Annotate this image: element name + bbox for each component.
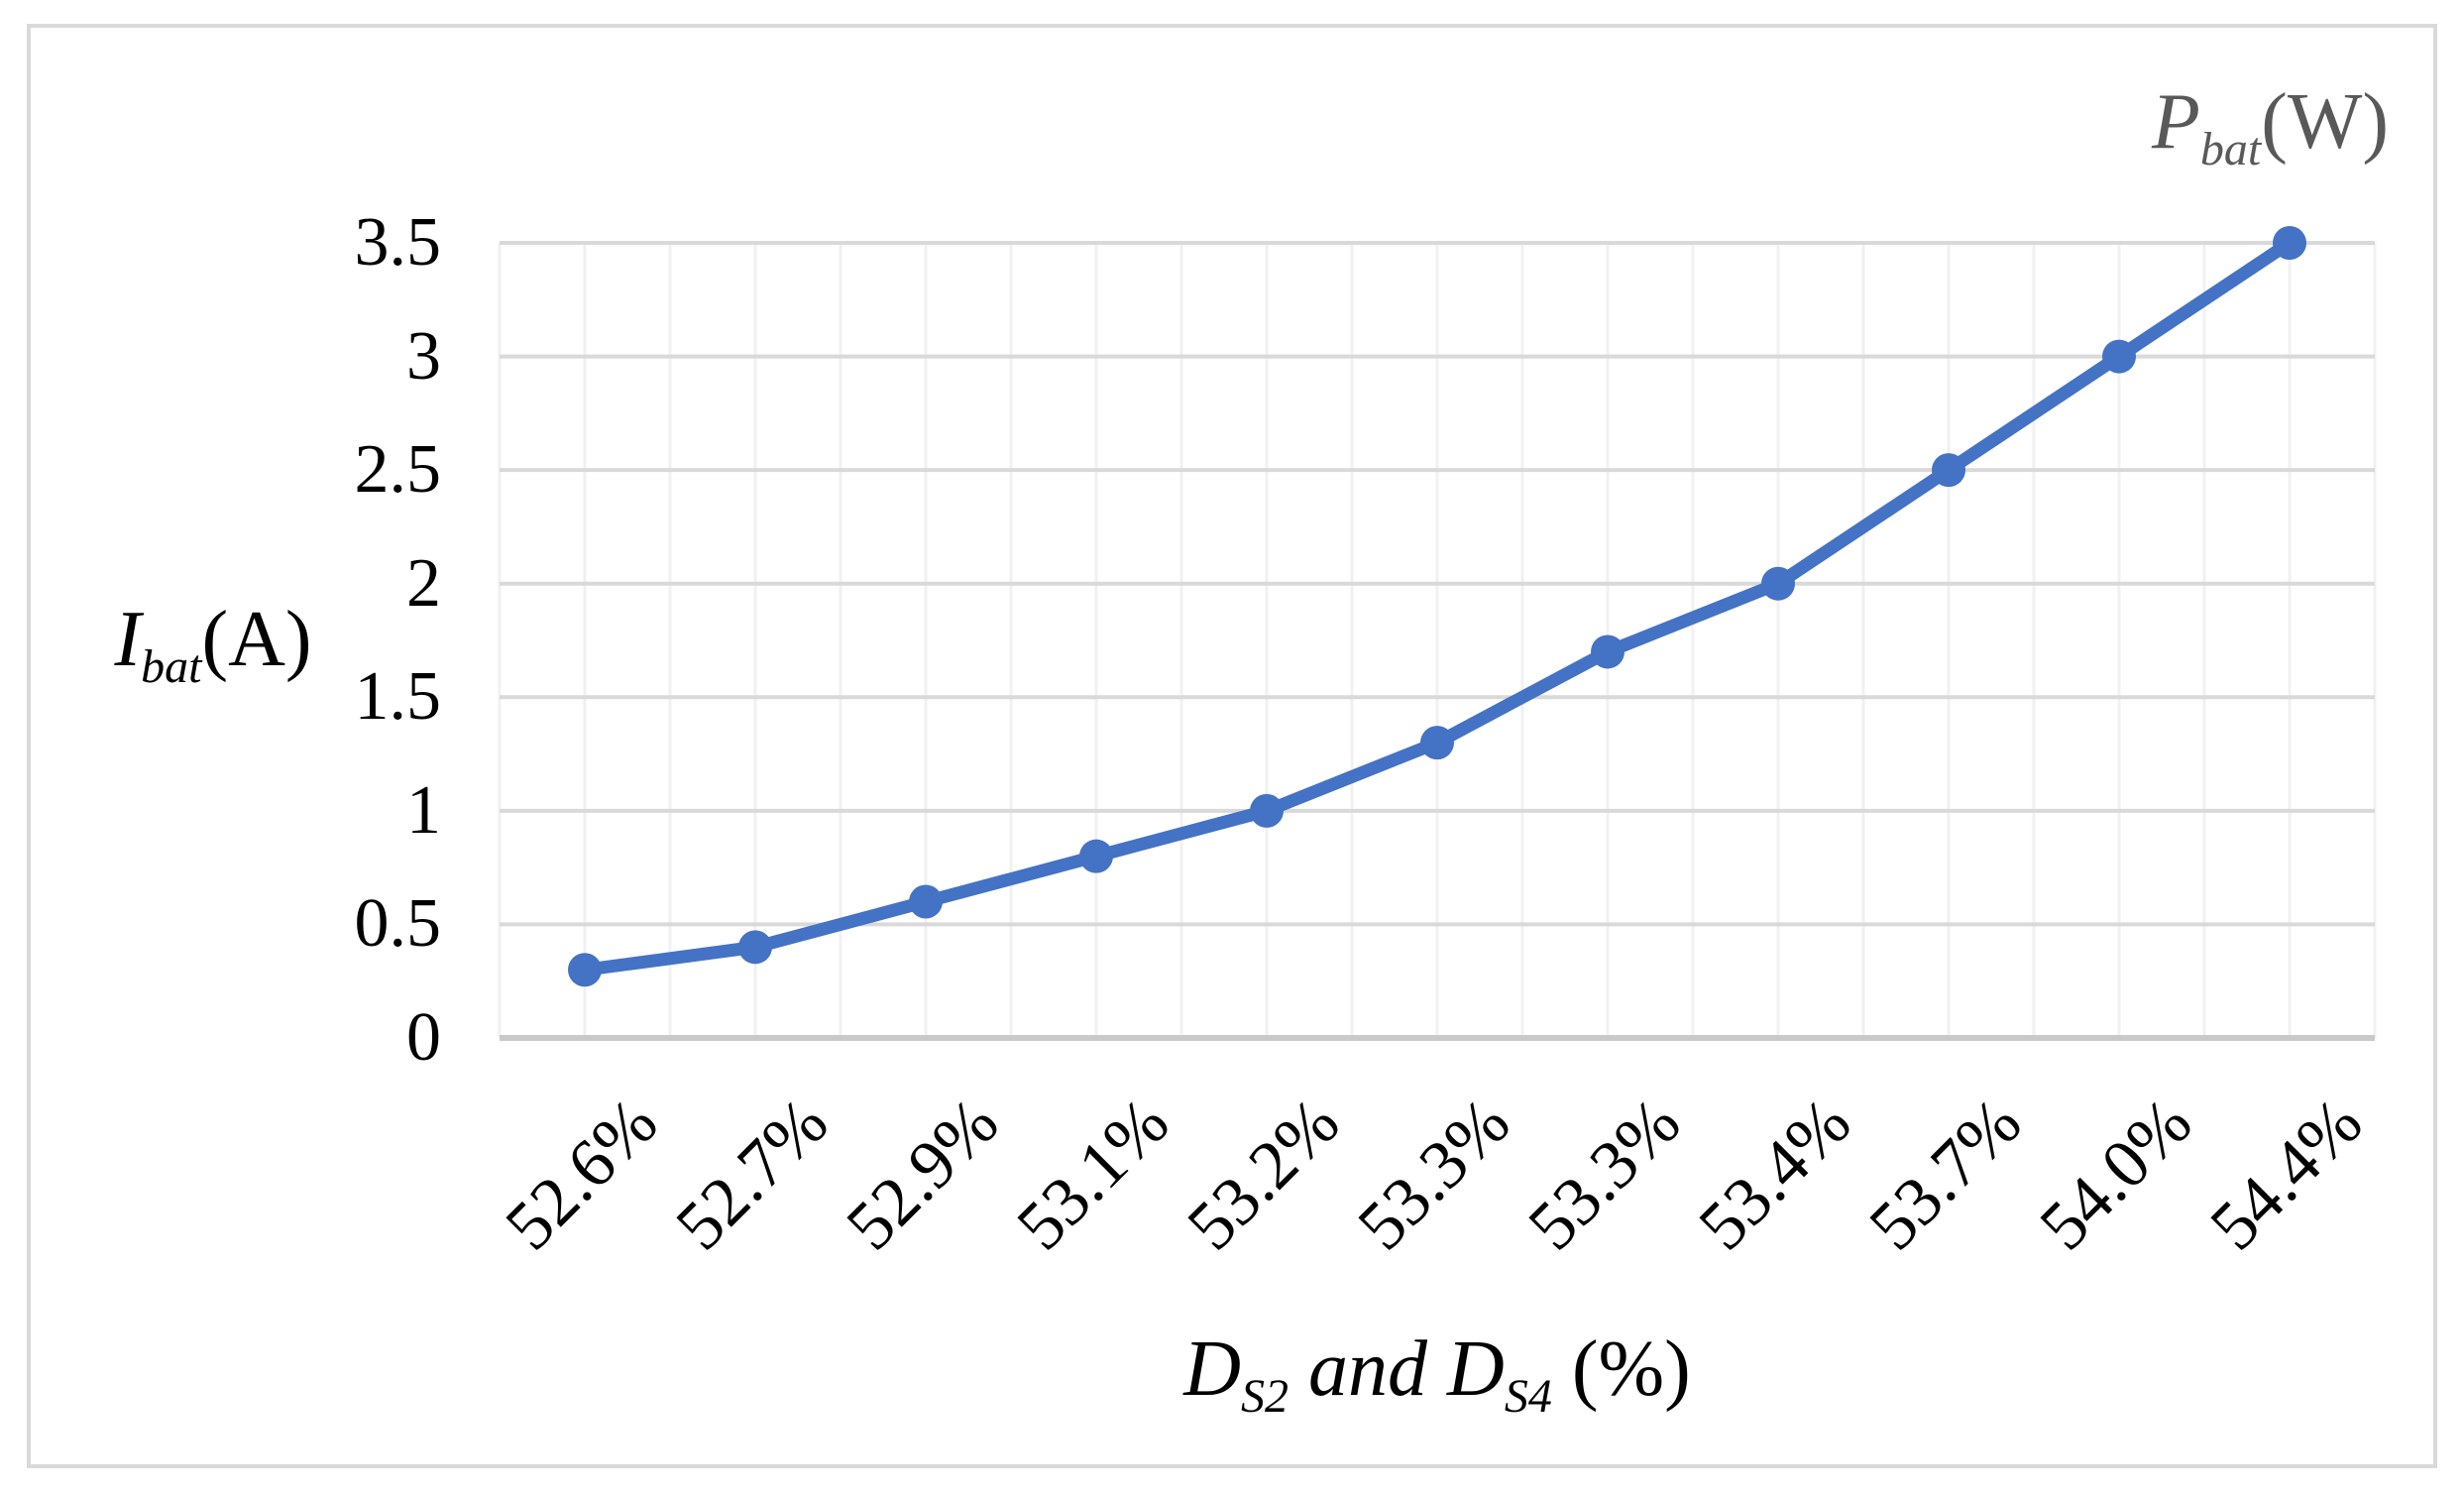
y-axis-tick-label: 2 bbox=[406, 544, 441, 622]
x-axis-subscript-2: S4 bbox=[1504, 1370, 1552, 1423]
data-point-marker bbox=[1079, 839, 1113, 873]
y-axis-subscript: bat bbox=[141, 640, 202, 693]
y-axis-tick-label: 3 bbox=[406, 317, 441, 395]
data-point-marker bbox=[2273, 226, 2306, 260]
corner-unit: (W) bbox=[2261, 78, 2389, 166]
x-axis-unit: (%) bbox=[1571, 1325, 1691, 1413]
data-point-marker bbox=[1591, 634, 1624, 669]
data-point-marker bbox=[2102, 339, 2136, 374]
x-axis-conjunction: and bbox=[1308, 1325, 1428, 1413]
x-axis-symbol-2: D bbox=[1447, 1325, 1505, 1413]
data-point-marker bbox=[909, 884, 943, 919]
y-axis-symbol: I bbox=[114, 596, 142, 683]
y-axis-tick-label: 2.5 bbox=[354, 431, 442, 509]
y-axis-tick-label: 1.5 bbox=[354, 658, 442, 736]
data-point-marker bbox=[1761, 566, 1795, 601]
chart-border-frame bbox=[27, 24, 2437, 1468]
secondary-axis-label: Pbat(W) bbox=[1883, 77, 2389, 173]
data-point-marker bbox=[568, 953, 602, 987]
y-axis-tick-label: 0 bbox=[406, 999, 441, 1076]
x-axis-title: DS2 and DS4 (%) bbox=[842, 1324, 2032, 1421]
y-axis-title: Ibat(A) bbox=[79, 595, 347, 691]
data-point-marker bbox=[1250, 793, 1284, 828]
corner-subscript: bat bbox=[2199, 123, 2262, 175]
data-point-marker bbox=[1420, 726, 1454, 760]
y-axis-tick-label: 1 bbox=[406, 771, 441, 849]
y-axis-unit: (A) bbox=[201, 596, 312, 683]
x-axis-subscript-1: S2 bbox=[1241, 1370, 1289, 1423]
y-axis-tick-label: 0.5 bbox=[354, 885, 442, 963]
corner-symbol: P bbox=[2151, 78, 2200, 166]
y-axis-tick-label: 3.5 bbox=[354, 204, 442, 281]
data-point-marker bbox=[738, 930, 772, 965]
data-point-marker bbox=[1932, 453, 1965, 488]
x-axis-symbol-1: D bbox=[1183, 1325, 1242, 1413]
